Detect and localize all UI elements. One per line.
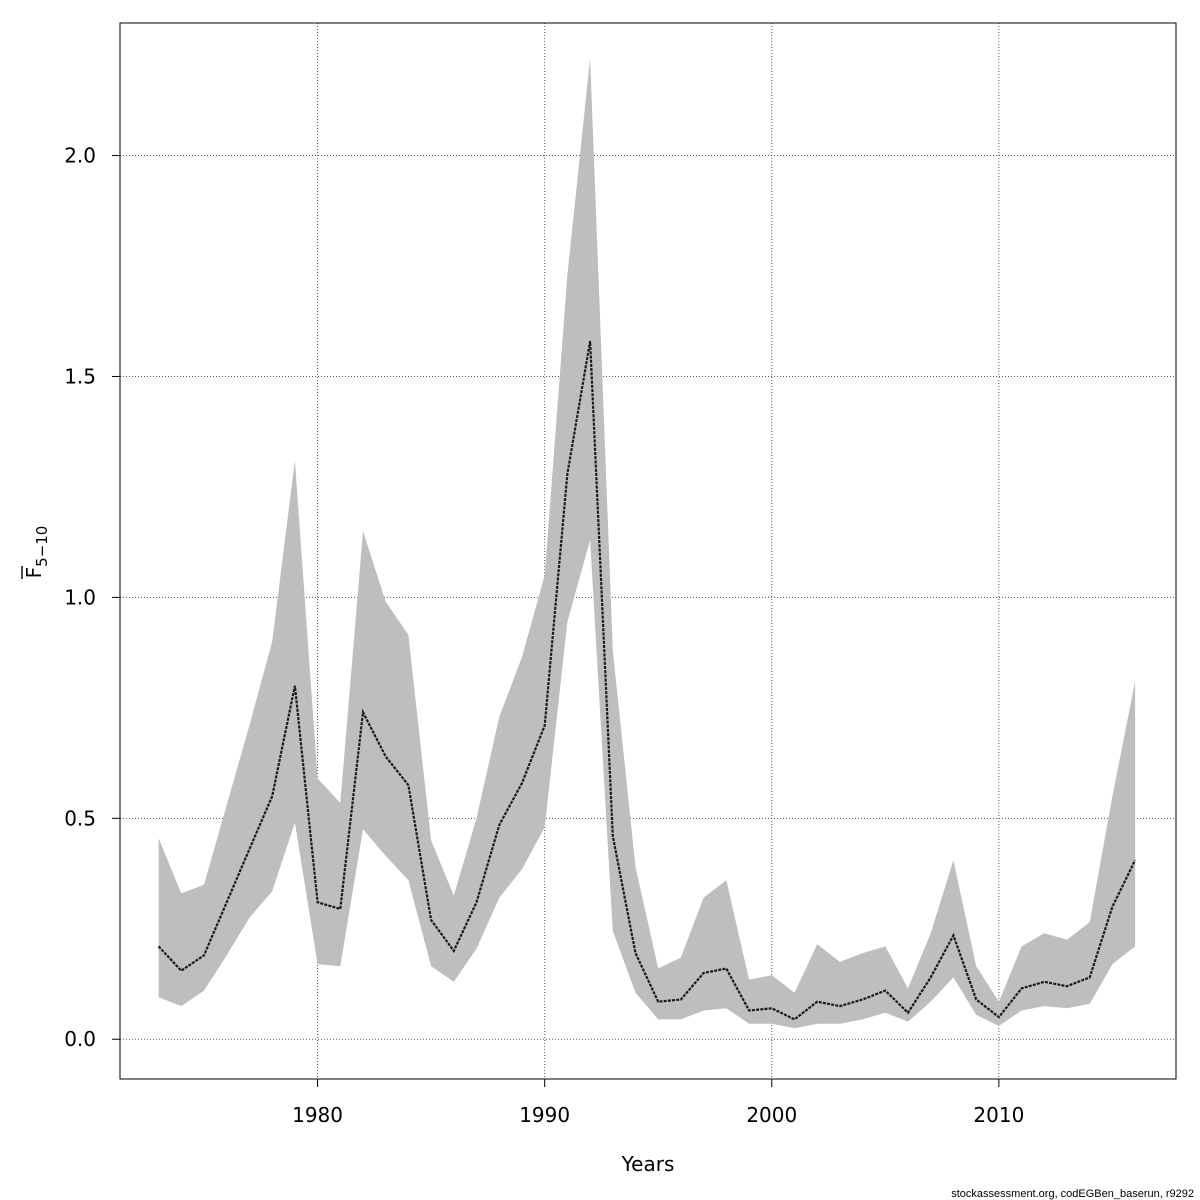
y-tick-label: 1.5 bbox=[64, 364, 96, 388]
y-axis-title-subscript: 5−10 bbox=[33, 526, 51, 567]
y-tick-label: 2.0 bbox=[64, 144, 96, 168]
x-tick-label: 2010 bbox=[973, 1103, 1024, 1127]
y-axis-title-main: F bbox=[22, 567, 46, 579]
confidence-band bbox=[158, 58, 1136, 1029]
y-tick-label: 0.0 bbox=[64, 1027, 96, 1051]
x-tick-label: 2000 bbox=[746, 1103, 797, 1127]
y-axis: 0.0 0.5 1.0 1.5 2.0 bbox=[64, 144, 120, 1051]
x-axis-title: Years bbox=[621, 1152, 675, 1176]
x-tick-label: 1980 bbox=[292, 1103, 343, 1127]
plot-frame bbox=[119, 22, 1177, 1080]
x-axis: 1980 1990 2000 2010 bbox=[292, 1079, 1024, 1127]
x-tick-label: 1990 bbox=[519, 1103, 570, 1127]
y-axis-title: F5−10 bbox=[21, 526, 51, 579]
series-line bbox=[157, 340, 1137, 1021]
y-tick-label: 0.5 bbox=[64, 806, 96, 830]
credit-text: stockassessment.org, codEGBen_baserun, r… bbox=[951, 1188, 1194, 1200]
svg-text:F5−10: F5−10 bbox=[22, 526, 51, 579]
y-tick-label: 1.0 bbox=[64, 585, 96, 609]
grid-lines bbox=[120, 23, 1176, 1079]
